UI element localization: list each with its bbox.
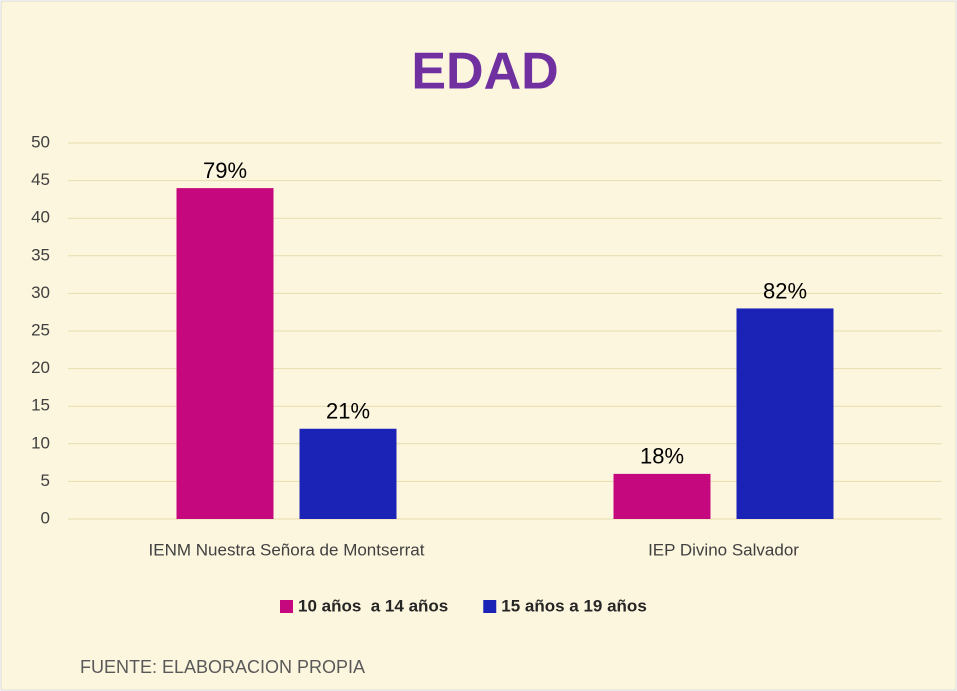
data-label: 18% <box>640 444 684 469</box>
data-label: 82% <box>763 278 807 303</box>
data-label: 79% <box>203 158 247 183</box>
y-tick-label: 5 <box>41 471 50 490</box>
source-note: FUENTE: ELABORACION PROPIA <box>80 657 365 677</box>
legend-swatch <box>280 600 293 613</box>
bar <box>736 308 834 519</box>
y-tick-label: 10 <box>31 433 50 452</box>
x-tick-label: IENM Nuestra Señora de Montserrat <box>149 540 425 559</box>
y-tick-label: 45 <box>31 170 50 189</box>
y-tick-label: 20 <box>31 358 50 377</box>
bar <box>299 428 397 519</box>
y-tick-label: 40 <box>31 208 50 227</box>
y-tick-label: 0 <box>41 508 50 527</box>
y-tick-label: 15 <box>31 396 50 415</box>
bar <box>613 473 711 519</box>
data-label: 21% <box>326 399 370 424</box>
legend-label: 15 años a 19 años <box>501 596 647 615</box>
legend-swatch <box>483 600 497 613</box>
legend-label: 10 años a 14 años <box>298 596 448 615</box>
y-tick-label: 50 <box>31 132 50 151</box>
y-tick-label: 35 <box>31 245 50 264</box>
x-tick-label: IEP Divino Salvador <box>648 540 799 559</box>
bar <box>176 188 274 519</box>
y-tick-label: 30 <box>31 283 50 302</box>
chart-title: EDAD <box>411 43 558 101</box>
y-tick-label: 25 <box>31 320 50 339</box>
